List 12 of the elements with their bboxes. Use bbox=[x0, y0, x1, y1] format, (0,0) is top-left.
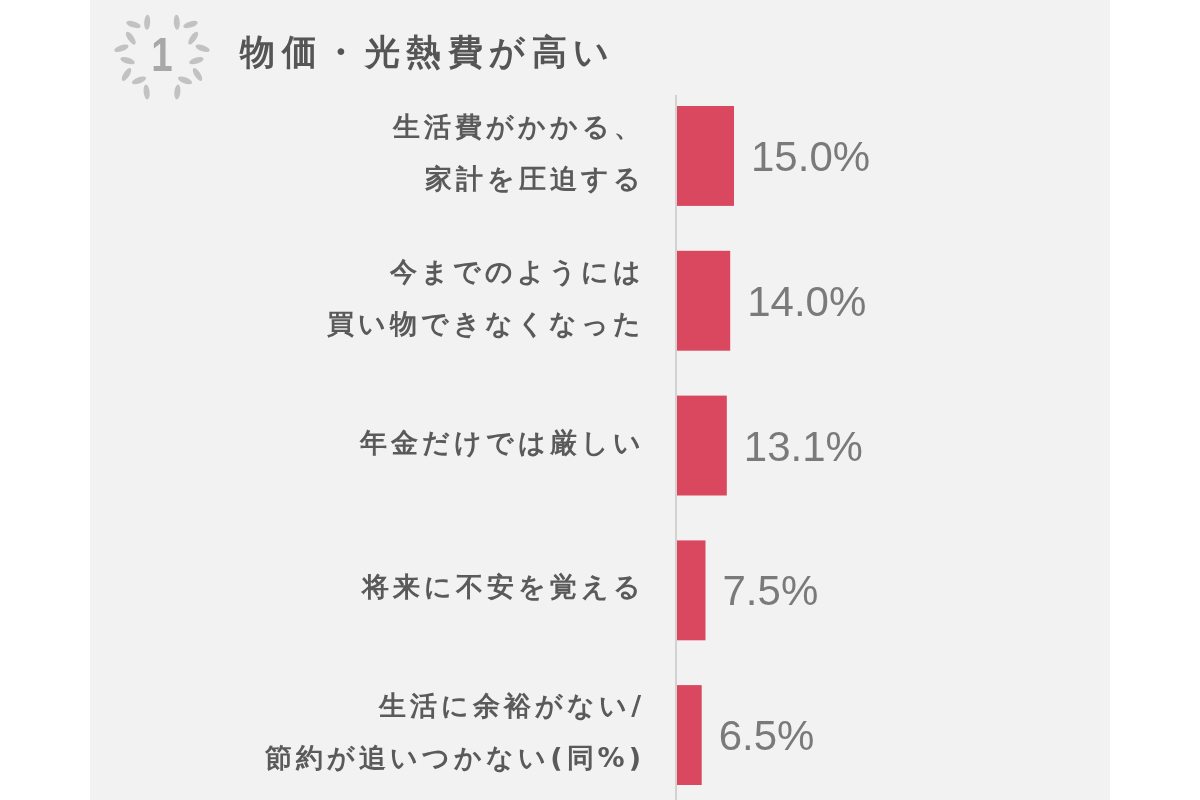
category-label: 生活費がかかる、家計を圧迫する bbox=[393, 110, 645, 194]
category-label: 生活に余裕がない/節約が追いつかない(同%) bbox=[265, 690, 645, 774]
title: 物価・光熱費が高い bbox=[240, 32, 616, 72]
category-label: 今までのようには買い物できなくなった bbox=[327, 255, 645, 339]
category-label: 年金だけでは厳しい bbox=[360, 426, 645, 458]
value-label: 7.5% bbox=[722, 567, 819, 615]
annotation: 1 bbox=[151, 27, 173, 81]
value-label: 15.0% bbox=[751, 132, 871, 180]
value-label: 13.1% bbox=[743, 422, 863, 470]
value-label: 14.0% bbox=[747, 277, 867, 325]
category-label: 将来に不安を覚える bbox=[362, 571, 645, 603]
value-label: 6.5% bbox=[718, 712, 815, 760]
